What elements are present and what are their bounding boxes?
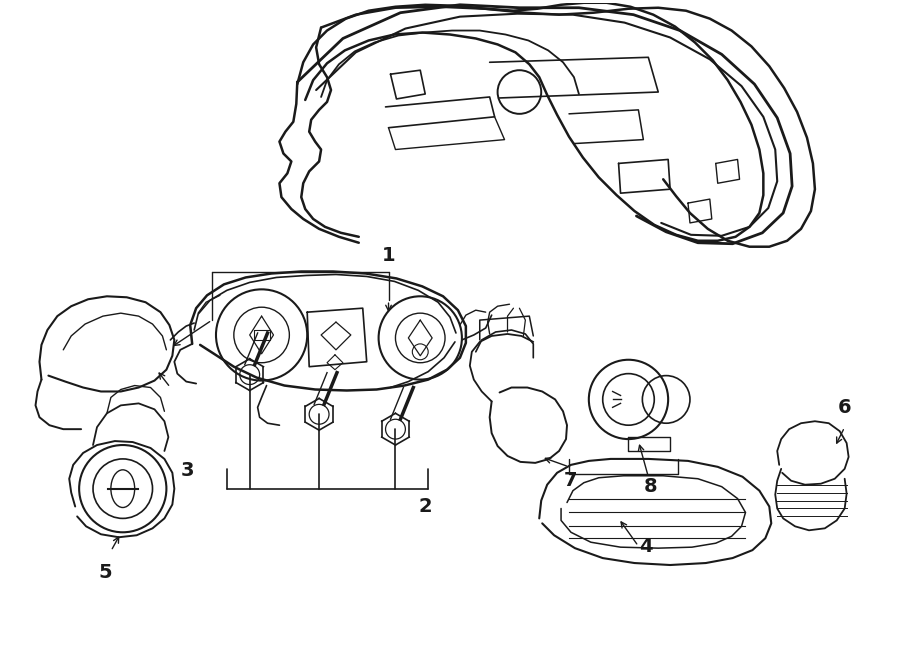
Text: 1: 1: [382, 246, 395, 265]
Text: 4: 4: [640, 537, 653, 556]
Text: 3: 3: [181, 461, 194, 481]
Text: 5: 5: [98, 563, 112, 582]
Text: 2: 2: [418, 497, 432, 516]
Text: 8: 8: [644, 477, 657, 496]
Text: 6: 6: [838, 398, 851, 417]
Text: 7: 7: [564, 471, 578, 490]
